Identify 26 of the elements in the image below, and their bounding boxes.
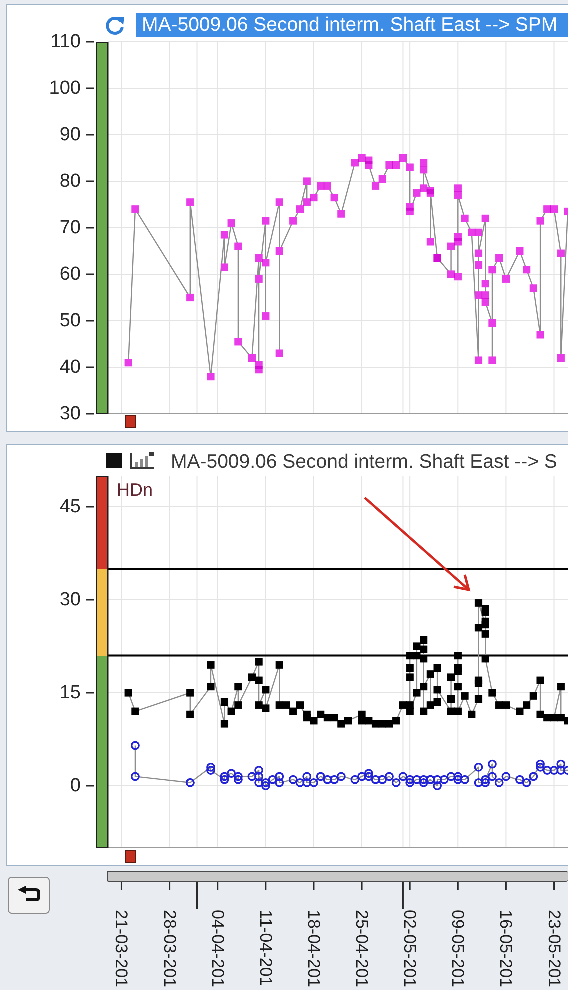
x-tick-label: 16-05-201	[496, 910, 516, 988]
y-tick-label: 30	[60, 590, 81, 610]
x-tick-label: 25-04-201	[352, 910, 372, 988]
chart-title: MA-5009.06 Second interm. Shaft East --> S	[171, 451, 558, 473]
x-tick-label: 21-03-201	[112, 910, 132, 988]
x-tick-label: 23-05-201	[544, 910, 564, 988]
y-tick-label: 110	[50, 32, 81, 52]
x-tick-label: 18-04-201	[304, 910, 324, 988]
y-tick-label: 40	[60, 357, 81, 378]
y-axis-title: HDn	[117, 480, 154, 500]
y-tick-label: 30	[60, 404, 81, 424]
y-tick-label: 70	[60, 218, 81, 238]
y-tick-label: 50	[60, 310, 81, 332]
y-tick-label: 45	[60, 496, 81, 518]
chart-title: MA-5009.06 Second interm. Shaft East --> SPM	[142, 14, 558, 36]
x-tick-label: 28-03-201	[160, 910, 180, 988]
y-tick-label: 60	[60, 264, 81, 285]
y-tick-label: 0	[70, 776, 81, 796]
y-tick-label: 100	[49, 78, 81, 99]
y-tick-label: 80	[60, 171, 81, 192]
y-tick-label: 90	[60, 124, 81, 146]
x-tick-label: 02-05-201	[400, 910, 420, 988]
x-tick-label: 09-05-201	[448, 910, 468, 988]
x-tick-label: 11-04-201	[256, 910, 276, 986]
x-tick-label: 04-04-201	[208, 910, 228, 988]
y-tick-label: 15	[60, 682, 81, 704]
